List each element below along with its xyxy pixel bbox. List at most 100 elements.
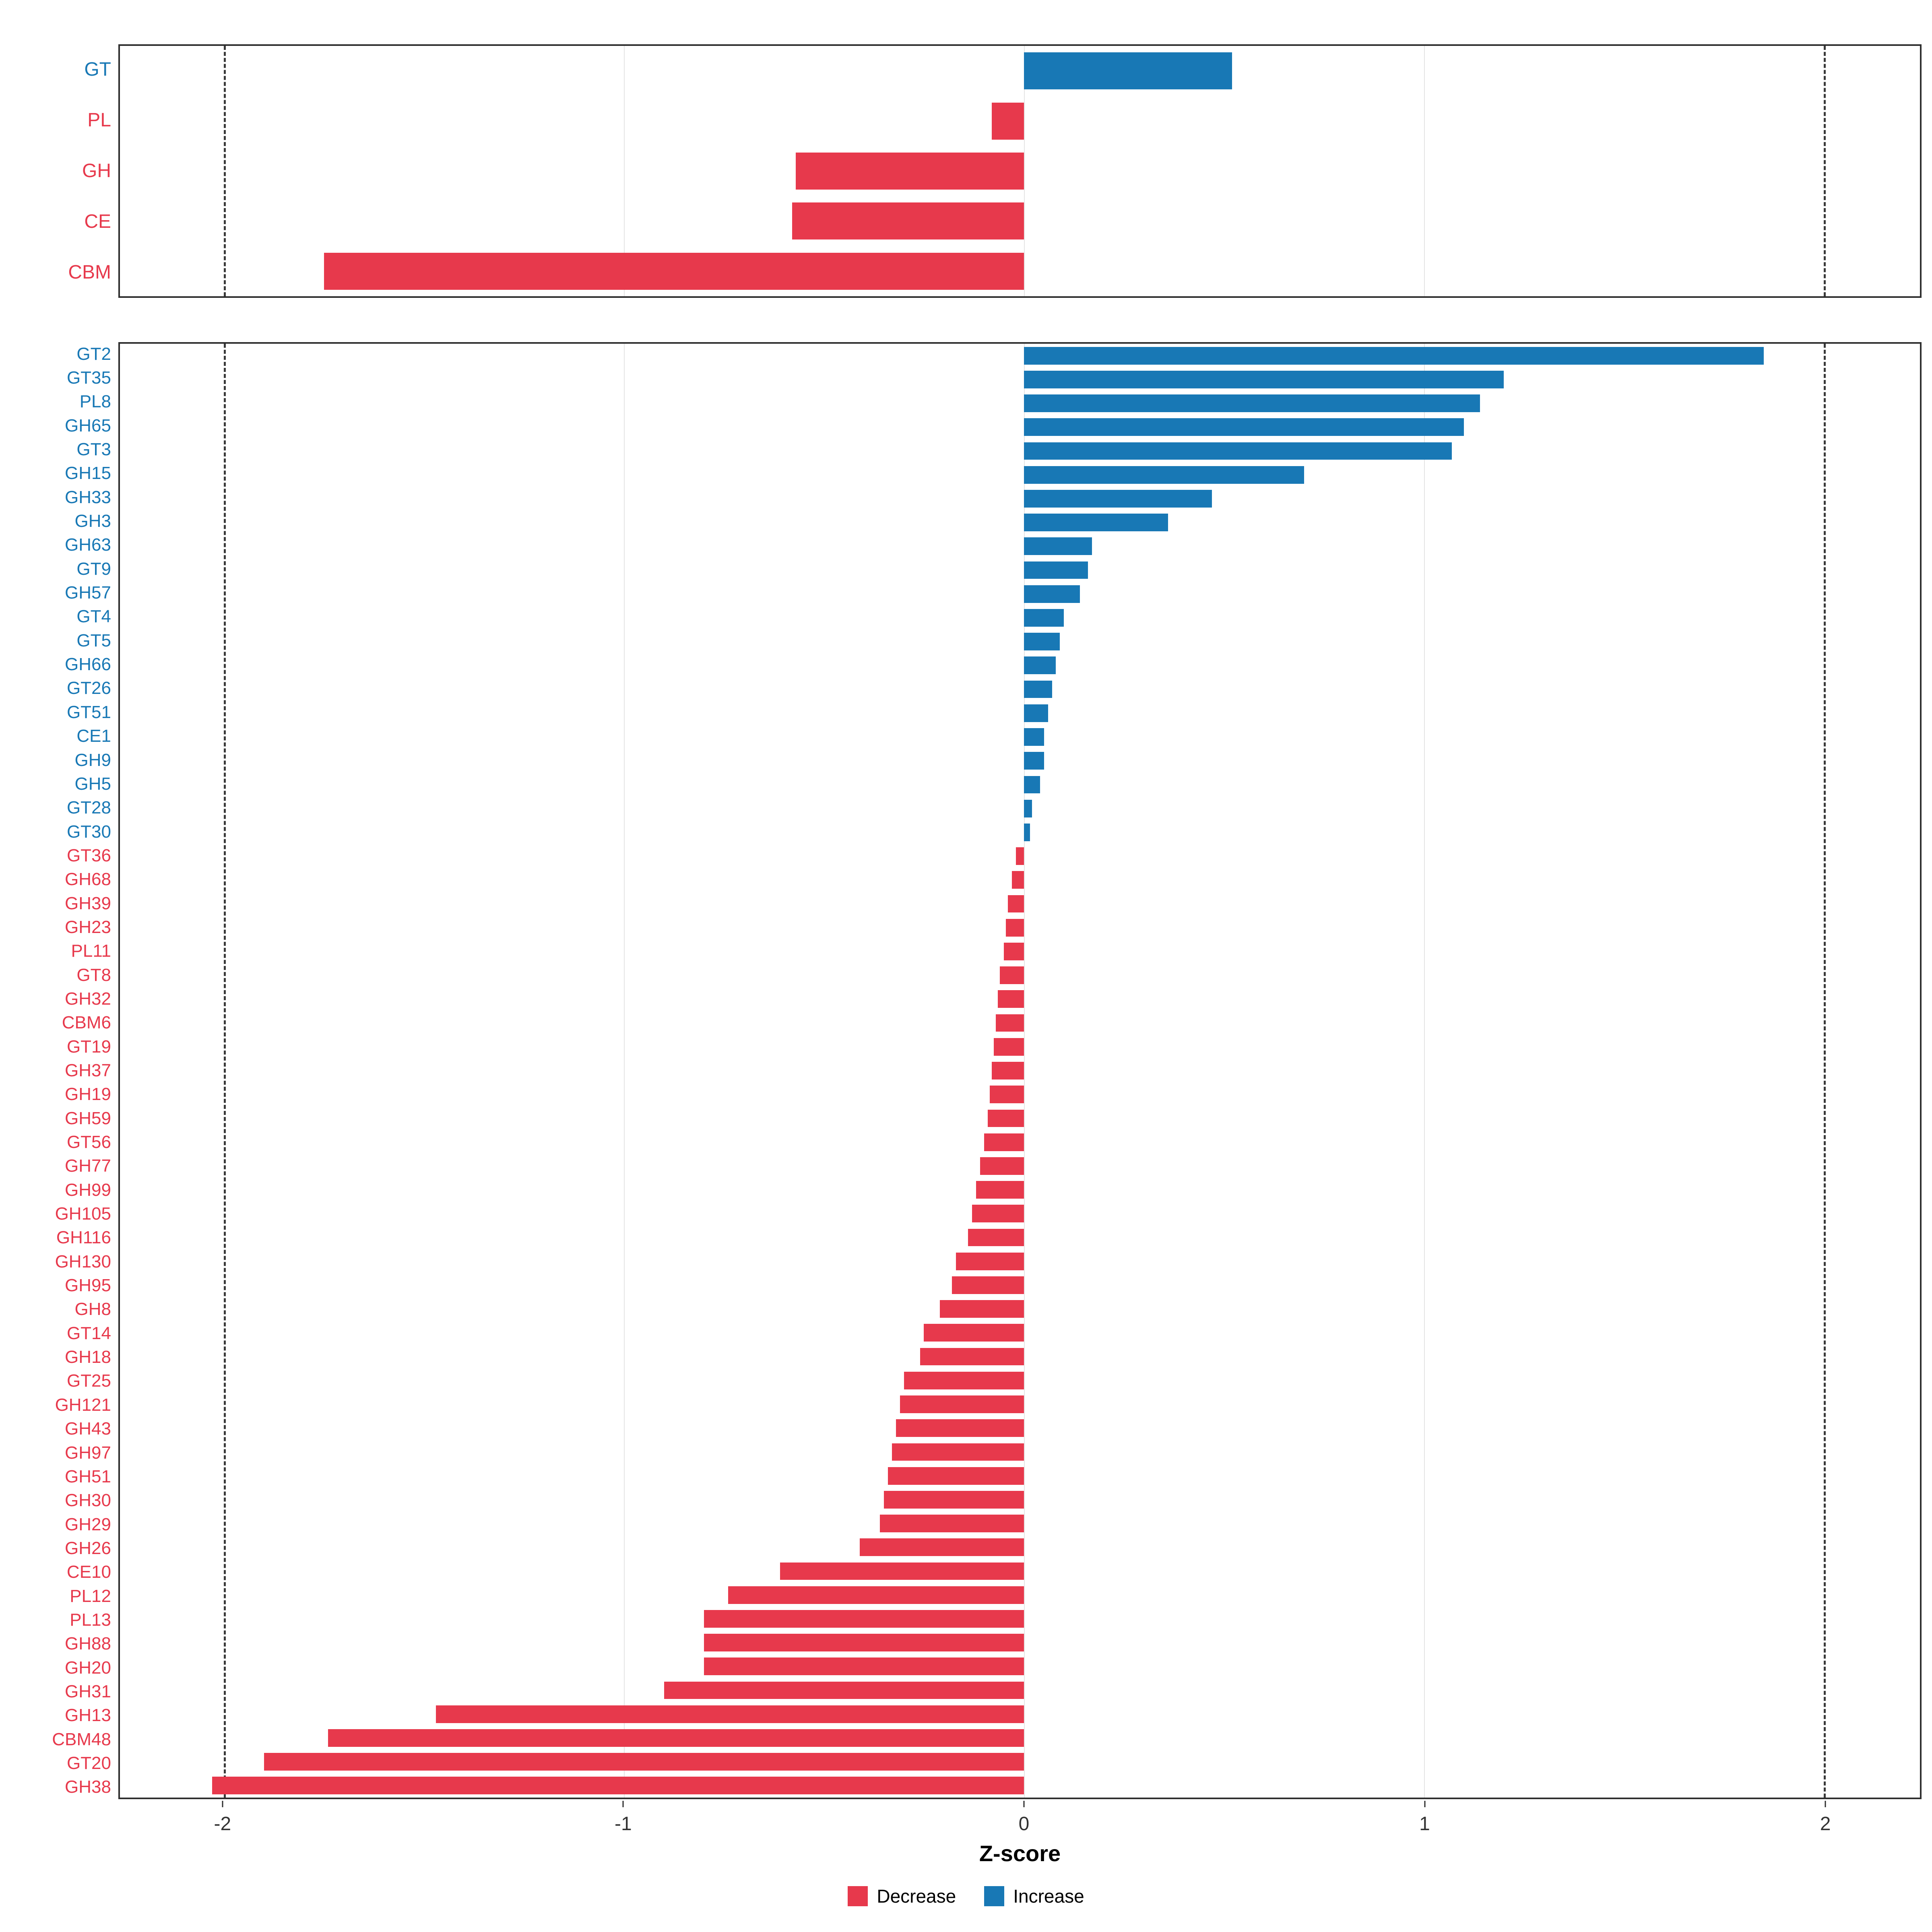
category-label: GH8 [74, 1299, 111, 1319]
category-label: GT8 [76, 965, 111, 985]
legend-item: Decrease [848, 1885, 956, 1907]
x-tick-mark [1825, 1801, 1826, 1807]
dashed-reference-line [224, 46, 226, 296]
dashed-reference-line [1824, 344, 1826, 1798]
bar [1024, 656, 1056, 675]
x-tick-mark [1424, 1801, 1425, 1807]
bar [994, 1038, 1024, 1056]
bar [1024, 704, 1048, 722]
category-label: GT30 [66, 822, 111, 842]
category-label: GH88 [65, 1634, 111, 1654]
category-label: GH105 [55, 1204, 111, 1224]
bar [968, 1228, 1024, 1247]
category-label: GT19 [66, 1036, 111, 1057]
category-label: GH3 [74, 511, 111, 531]
category-label: PL13 [70, 1610, 111, 1630]
category-label: GT3 [76, 440, 111, 460]
bar [992, 102, 1024, 140]
category-label: CE1 [76, 726, 111, 746]
category-label: GH63 [65, 535, 111, 555]
bar [1024, 633, 1060, 651]
category-label: GH39 [65, 893, 111, 913]
bar [1024, 466, 1304, 484]
category-label: GH130 [55, 1251, 111, 1271]
category-label: GT5 [76, 630, 111, 650]
category-label: CE10 [66, 1562, 111, 1582]
bar [952, 1276, 1024, 1294]
category-label: GT25 [66, 1371, 111, 1391]
category-label: GT56 [66, 1132, 111, 1152]
bar [1024, 347, 1764, 365]
bar [1004, 943, 1024, 960]
bar [976, 1181, 1024, 1199]
category-label: GH9 [74, 750, 111, 770]
bar [972, 1205, 1024, 1223]
bar [1024, 799, 1032, 817]
bar [1024, 680, 1052, 698]
category-label: GT28 [66, 798, 111, 818]
category-label: GT [84, 59, 111, 80]
gridline [1024, 344, 1025, 1798]
bar [880, 1515, 1024, 1532]
category-label: GT51 [66, 702, 111, 722]
bar [704, 1610, 1024, 1628]
category-label: GH13 [65, 1705, 111, 1726]
bar [1008, 895, 1024, 913]
bar [984, 1133, 1024, 1151]
bar [780, 1562, 1024, 1580]
x-tick-label: 2 [1820, 1813, 1831, 1835]
summary-y-axis-labels: GT PL GH CE CBM [6, 44, 118, 298]
bar [990, 1086, 1024, 1104]
category-label: PL [87, 109, 111, 131]
bar [1024, 776, 1040, 794]
bar [888, 1467, 1024, 1485]
legend-label: Increase [1013, 1886, 1084, 1907]
category-label: GH121 [55, 1395, 111, 1415]
bar [998, 990, 1024, 1008]
bar [728, 1586, 1024, 1604]
category-label: GH68 [65, 869, 111, 890]
bar [1016, 847, 1024, 865]
category-label: GH31 [65, 1681, 111, 1701]
bar [892, 1443, 1024, 1461]
dashed-reference-line [224, 344, 226, 1798]
bar [1024, 442, 1452, 460]
category-label: GH65 [65, 415, 111, 436]
bar [1024, 823, 1030, 841]
bar [896, 1419, 1024, 1437]
bar [1000, 966, 1024, 985]
bar [980, 1157, 1024, 1175]
families-plot-area [118, 342, 1922, 1799]
bar [324, 252, 1024, 290]
x-tick-mark [1023, 1801, 1025, 1807]
category-label: GH95 [65, 1276, 111, 1296]
legend-item: Increase [984, 1885, 1084, 1907]
bar [796, 152, 1024, 190]
x-axis-title: Z-score [979, 1841, 1061, 1866]
bar [704, 1657, 1024, 1676]
category-label: GH37 [65, 1060, 111, 1080]
category-label: GH32 [65, 989, 111, 1009]
bar [924, 1324, 1024, 1342]
category-label: GH23 [65, 917, 111, 937]
bar [860, 1538, 1024, 1556]
category-label: GT2 [76, 344, 111, 364]
category-label: GT14 [66, 1323, 111, 1343]
category-label: CE [84, 211, 111, 232]
category-label: GH19 [65, 1084, 111, 1104]
bar [664, 1681, 1024, 1699]
bar [792, 202, 1024, 240]
bar [1024, 537, 1092, 555]
x-tick-mark [622, 1801, 624, 1807]
category-label: GH15 [65, 463, 111, 483]
bar [992, 1062, 1024, 1080]
legend-swatch [984, 1886, 1005, 1906]
dashed-reference-line [1824, 46, 1826, 296]
x-tick-label: -1 [615, 1813, 632, 1835]
bar [1012, 871, 1024, 889]
x-tick-label: 0 [1018, 1813, 1030, 1835]
bar [1024, 514, 1168, 531]
category-label: GH29 [65, 1514, 111, 1534]
category-label: GH5 [74, 774, 111, 794]
